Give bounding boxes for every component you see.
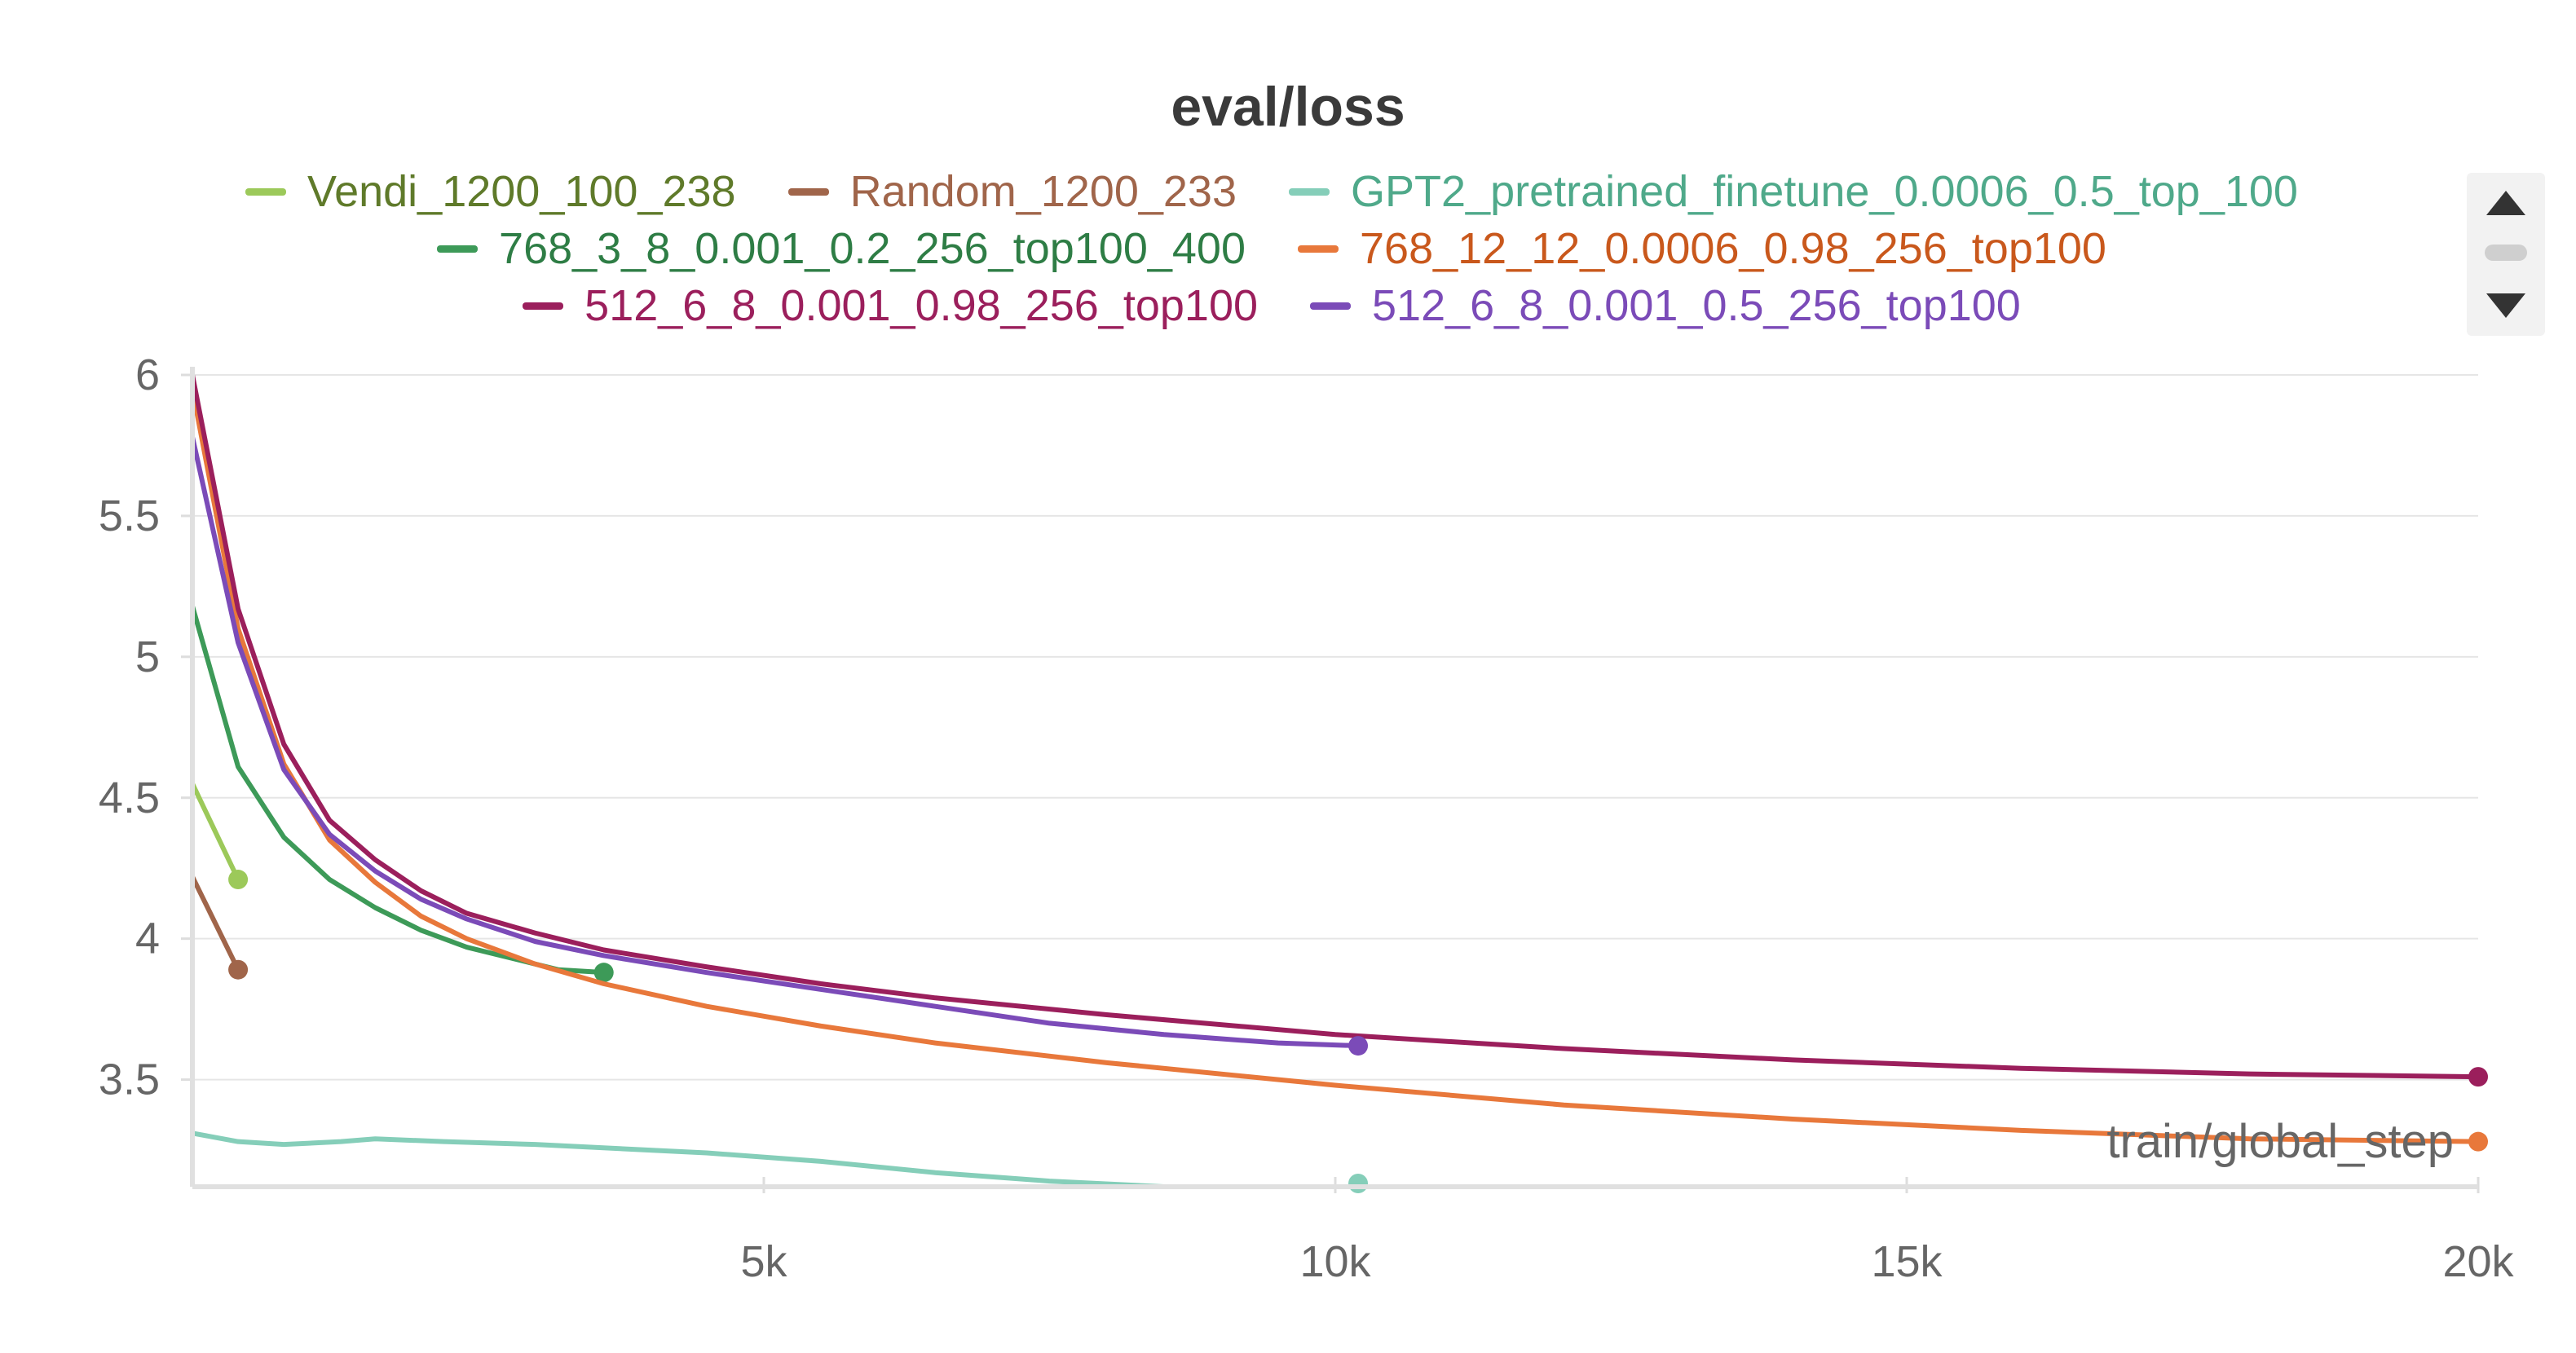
triangle-up-icon[interactable] — [2486, 191, 2525, 215]
legend-swatch — [523, 302, 564, 310]
triangle-down-icon[interactable] — [2486, 293, 2525, 318]
chart-title: eval/loss — [1171, 76, 1405, 138]
tick-labels: 3.5 4 4.5 5 5.5 6 5k 10k 15k 20k — [99, 350, 2515, 1286]
series-end-marker — [1348, 1174, 1369, 1193]
series-line — [192, 781, 241, 883]
x-tick-label: 10k — [1299, 1237, 1371, 1286]
series-line — [192, 874, 241, 972]
grid-lines — [192, 374, 2478, 1081]
legend-swatch — [787, 187, 829, 196]
series-layer — [192, 372, 2488, 1193]
legend-label: GPT2_pretrained_finetune_0.0006_0.5_top_… — [1351, 167, 2298, 216]
y-tick-label: 3.5 — [99, 1056, 160, 1104]
legend-item-768-12-12[interactable]: 768_12_12_0.0006_0.98_256_top100 — [1298, 223, 2106, 274]
legend-item-512-6-8-05[interactable]: 512_6_8_0.001_0.5_256_top100 — [1310, 280, 2021, 331]
series-line — [192, 386, 2481, 1144]
legend-swatch — [437, 245, 479, 253]
legend-swatch — [1310, 302, 1352, 310]
series-end-marker — [593, 963, 614, 983]
legend-label: 768_3_8_0.001_0.2_256_top100_400 — [499, 224, 1246, 273]
y-tick-label: 6 — [135, 350, 160, 399]
legend-label: 512_6_8_0.001_0.98_256_top100 — [584, 281, 1259, 330]
legend-row: Vendi_1200_100_238 Random_1200_233 GPT2_… — [130, 163, 2413, 220]
series-end-marker — [2468, 1131, 2488, 1152]
legend: Vendi_1200_100_238 Random_1200_233 GPT2_… — [130, 163, 2413, 334]
legend-item-random[interactable]: Random_1200_233 — [787, 166, 1237, 217]
x-tick-label: 20k — [2442, 1237, 2514, 1286]
legend-pager — [2467, 173, 2545, 336]
legend-row: 768_3_8_0.001_0.2_256_top100_400 768_12_… — [130, 220, 2413, 277]
legend-item-vendi[interactable]: Vendi_1200_100_238 — [245, 166, 736, 217]
series-end-marker — [228, 959, 249, 980]
legend-item-512-6-8-098[interactable]: 512_6_8_0.001_0.98_256_top100 — [523, 280, 1258, 331]
series-end-marker — [2468, 1067, 2488, 1087]
series-end-marker — [228, 870, 249, 890]
series-line — [192, 1130, 1233, 1187]
legend-item-gpt2-pretrained[interactable]: GPT2_pretrained_finetune_0.0006_0.5_top_… — [1289, 166, 2298, 217]
x-tick-label: 15k — [1871, 1237, 1943, 1286]
y-tick-label: 4.5 — [99, 773, 160, 822]
pager-indicator — [2485, 245, 2527, 261]
legend-item-768-3-8[interactable]: 768_3_8_0.001_0.2_256_top100_400 — [437, 223, 1246, 274]
series-line — [192, 372, 2481, 1080]
x-tick-label: 5k — [740, 1237, 787, 1286]
legend-label: 768_12_12_0.0006_0.98_256_top100 — [1360, 224, 2106, 273]
series-line — [192, 434, 1361, 1049]
series-end-marker — [1348, 1036, 1369, 1056]
legend-swatch — [1289, 187, 1330, 196]
legend-label: 512_6_8_0.001_0.5_256_top100 — [1372, 281, 2021, 330]
y-tick-label: 4 — [135, 914, 160, 963]
legend-row: 512_6_8_0.001_0.98_256_top100 512_6_8_0.… — [130, 277, 2413, 334]
legend-swatch — [1298, 245, 1339, 253]
y-tick-label: 5 — [135, 632, 160, 681]
y-tick-label: 5.5 — [99, 491, 160, 540]
legend-label: Random_1200_233 — [849, 167, 1237, 216]
x-axis-title: train/global_step — [2106, 1115, 2454, 1168]
legend-label: Vendi_1200_100_238 — [307, 167, 736, 216]
legend-swatch — [245, 187, 287, 196]
axes — [181, 367, 2480, 1193]
